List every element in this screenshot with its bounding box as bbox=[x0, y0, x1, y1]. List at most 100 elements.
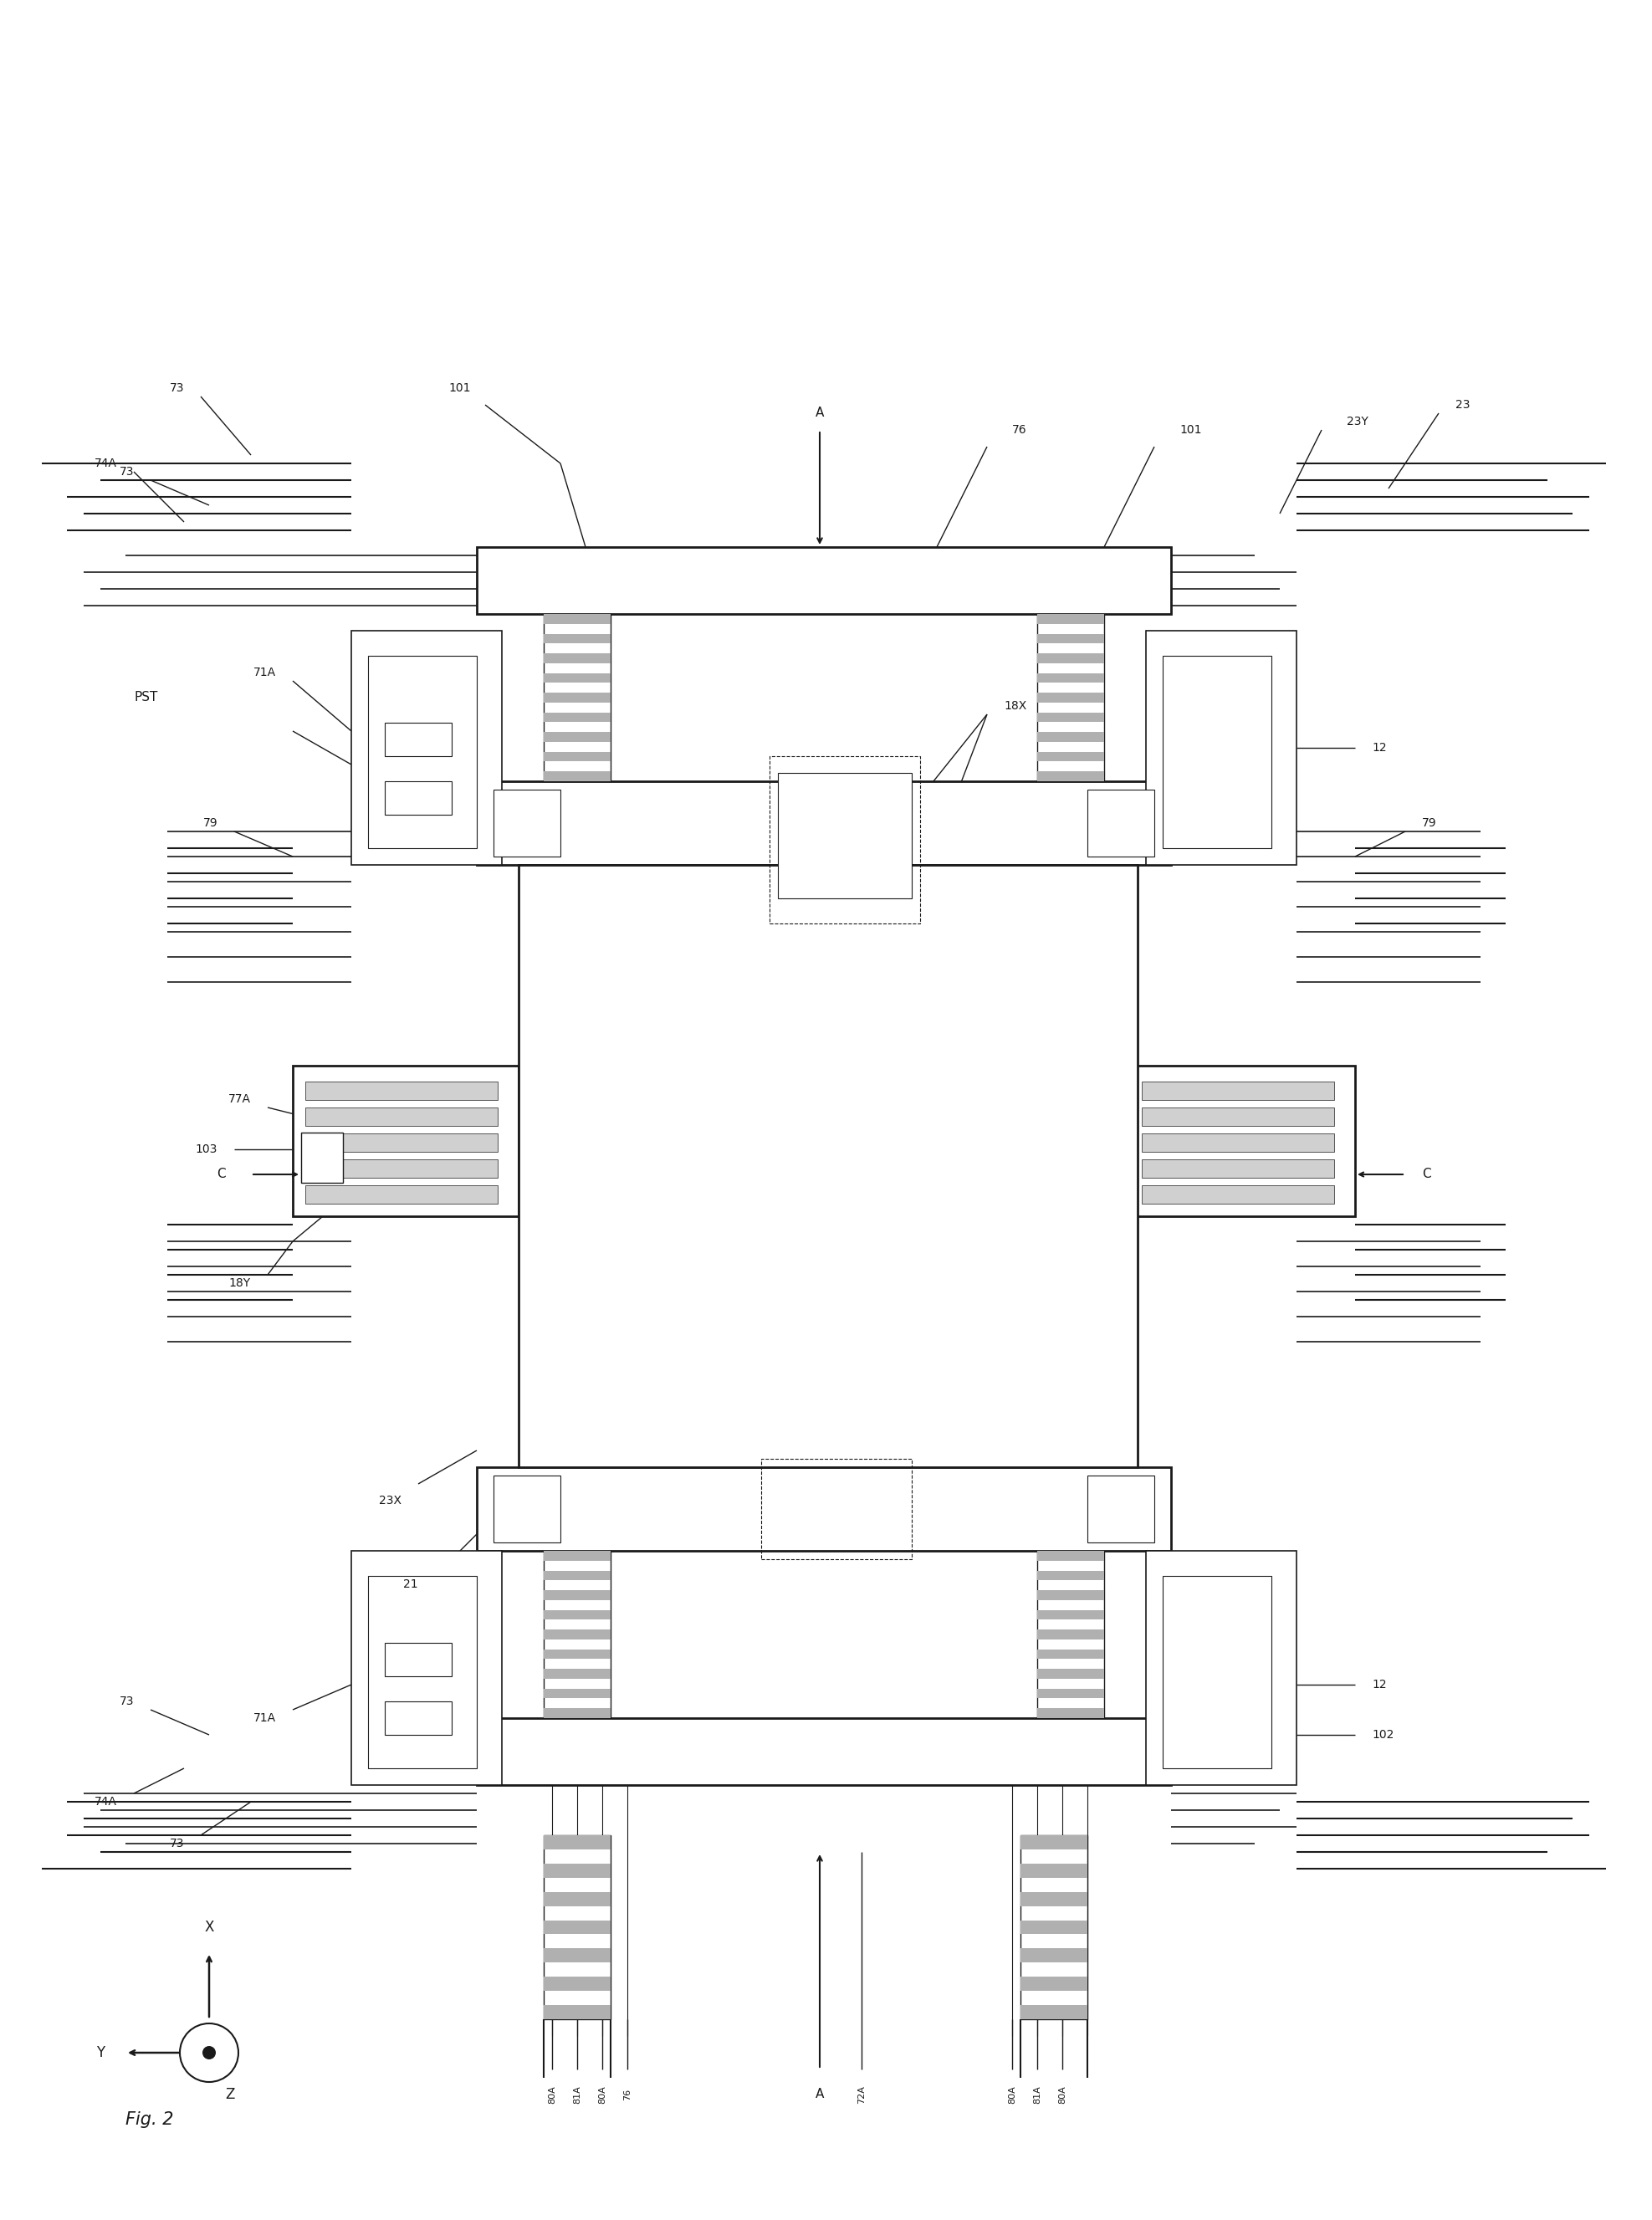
Text: 18X: 18X bbox=[1004, 699, 1026, 713]
Bar bbox=[1021, 2005, 1087, 2020]
Bar bbox=[385, 1701, 451, 1734]
Bar bbox=[1037, 1609, 1104, 1621]
Bar bbox=[544, 770, 611, 781]
Bar bbox=[368, 1576, 477, 1769]
Text: 71A: 71A bbox=[253, 1712, 276, 1725]
Bar bbox=[1142, 1108, 1335, 1126]
Text: 74A: 74A bbox=[94, 457, 117, 468]
Bar bbox=[1037, 1629, 1104, 1638]
Text: 79: 79 bbox=[1422, 817, 1437, 828]
Bar bbox=[544, 1649, 611, 1658]
Bar bbox=[762, 1459, 912, 1558]
Bar bbox=[1037, 653, 1104, 664]
Text: 73: 73 bbox=[119, 1696, 134, 1707]
Bar bbox=[1037, 753, 1104, 761]
Bar bbox=[1037, 693, 1104, 702]
Text: 80A: 80A bbox=[1059, 2085, 1067, 2105]
Bar bbox=[385, 724, 451, 757]
Bar bbox=[1037, 1552, 1104, 1561]
Bar bbox=[385, 1643, 451, 1676]
Text: 74A: 74A bbox=[94, 1796, 117, 1807]
Text: 23Y: 23Y bbox=[1346, 415, 1368, 428]
Bar bbox=[544, 653, 611, 664]
Bar bbox=[544, 2005, 611, 2020]
Text: 76: 76 bbox=[1013, 424, 1028, 435]
Bar bbox=[544, 1669, 611, 1678]
Bar bbox=[544, 1689, 611, 1698]
Bar bbox=[544, 1590, 611, 1601]
Bar bbox=[1037, 1707, 1104, 1718]
Bar bbox=[544, 1609, 611, 1621]
Text: 71A: 71A bbox=[253, 666, 276, 679]
Bar bbox=[1037, 615, 1104, 624]
Circle shape bbox=[180, 2022, 238, 2082]
Bar bbox=[1021, 1863, 1087, 1878]
Text: PST: PST bbox=[134, 690, 157, 704]
Text: 73: 73 bbox=[119, 466, 134, 477]
Bar bbox=[519, 866, 1138, 1467]
Bar bbox=[1142, 1081, 1335, 1099]
Bar bbox=[544, 1949, 611, 1962]
Bar bbox=[1037, 615, 1104, 781]
Bar bbox=[1146, 630, 1297, 866]
Text: 73: 73 bbox=[170, 1838, 183, 1849]
Text: C: C bbox=[1422, 1168, 1431, 1181]
Text: 80A: 80A bbox=[598, 2085, 606, 2105]
Bar bbox=[306, 1134, 497, 1152]
Bar bbox=[1037, 1649, 1104, 1658]
Text: 18Y: 18Y bbox=[230, 1276, 251, 1290]
Text: Z: Z bbox=[225, 2087, 235, 2102]
Bar bbox=[544, 1976, 611, 1991]
Bar bbox=[352, 1552, 502, 1785]
Bar bbox=[544, 693, 611, 702]
Bar bbox=[544, 615, 611, 624]
Text: 76: 76 bbox=[623, 2089, 631, 2100]
Bar bbox=[544, 753, 611, 761]
Text: 80A: 80A bbox=[548, 2085, 557, 2105]
Bar bbox=[1037, 1552, 1104, 1718]
Bar bbox=[1037, 733, 1104, 741]
Text: X: X bbox=[205, 1920, 213, 1936]
Text: 72A: 72A bbox=[857, 2085, 866, 2105]
Bar bbox=[477, 1467, 1171, 1552]
Bar bbox=[477, 546, 1171, 615]
Bar bbox=[1130, 1066, 1355, 1217]
Bar bbox=[1163, 1576, 1272, 1769]
Bar bbox=[544, 1836, 611, 1849]
Bar bbox=[544, 1707, 611, 1718]
Bar bbox=[1037, 770, 1104, 781]
Bar bbox=[1087, 1476, 1155, 1543]
Text: 12: 12 bbox=[1371, 1678, 1386, 1689]
Bar bbox=[1037, 1689, 1104, 1698]
Bar bbox=[544, 1552, 611, 1561]
Bar bbox=[1021, 1891, 1087, 1907]
Text: 77A: 77A bbox=[228, 1092, 251, 1106]
Text: 81A: 81A bbox=[573, 2085, 582, 2105]
Bar bbox=[544, 1836, 611, 2020]
Bar bbox=[1163, 655, 1272, 848]
Text: A: A bbox=[816, 406, 824, 420]
Bar bbox=[544, 1570, 611, 1581]
Bar bbox=[1021, 1836, 1087, 2020]
Text: 81A: 81A bbox=[1032, 2085, 1041, 2105]
Text: 23: 23 bbox=[1455, 400, 1470, 411]
Text: 102: 102 bbox=[1371, 1729, 1394, 1740]
Text: 103: 103 bbox=[195, 1143, 218, 1154]
Text: 79: 79 bbox=[203, 817, 218, 828]
Bar bbox=[544, 713, 611, 721]
Text: Y: Y bbox=[96, 2045, 104, 2060]
Bar bbox=[1037, 1570, 1104, 1581]
Bar bbox=[544, 1920, 611, 1934]
Bar bbox=[1037, 1590, 1104, 1601]
Bar bbox=[306, 1108, 497, 1126]
Bar bbox=[544, 1629, 611, 1638]
Bar bbox=[1142, 1134, 1335, 1152]
Text: 101: 101 bbox=[449, 382, 471, 393]
Bar bbox=[770, 757, 920, 924]
Circle shape bbox=[203, 2047, 216, 2060]
Bar bbox=[352, 630, 502, 866]
Bar bbox=[368, 655, 477, 848]
Bar bbox=[1021, 1836, 1087, 1849]
Bar bbox=[544, 1891, 611, 1907]
Text: C: C bbox=[216, 1168, 226, 1181]
